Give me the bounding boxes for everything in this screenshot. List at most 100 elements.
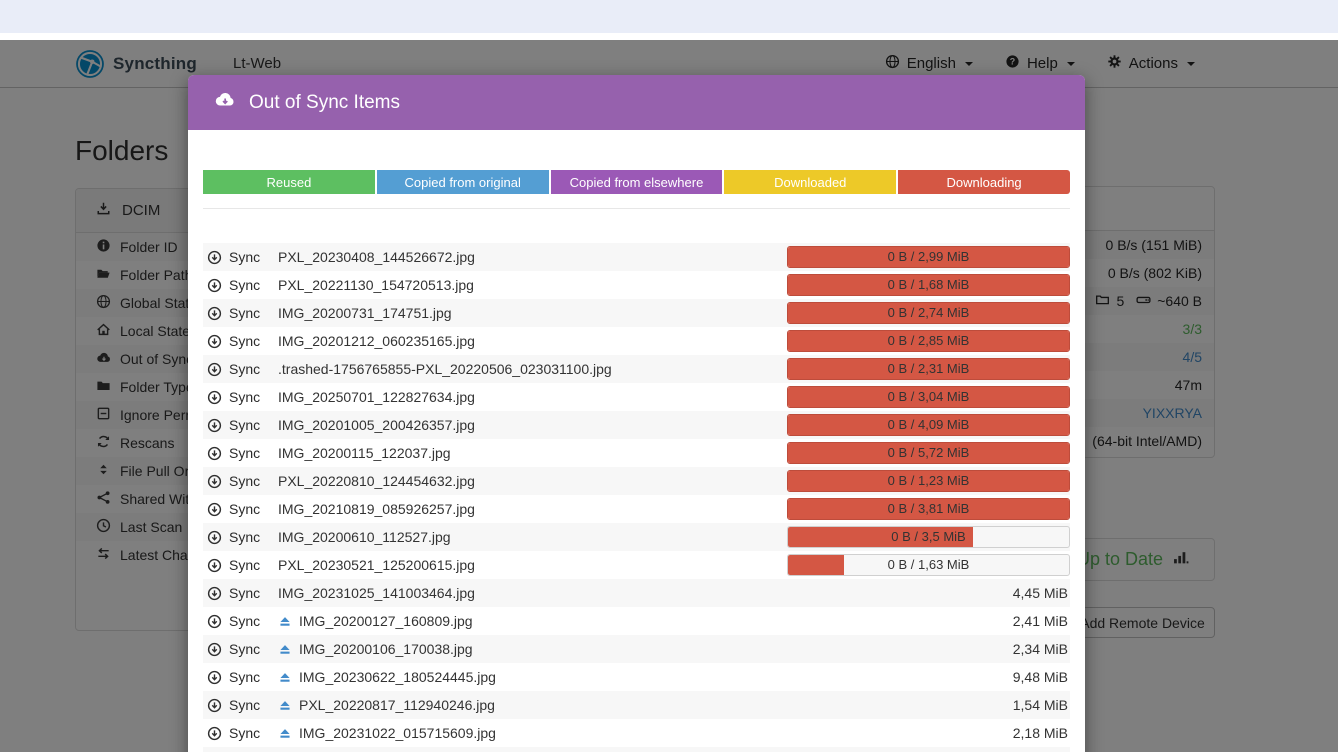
progress-cell: 0 B / 3,04 MiB — [787, 386, 1070, 408]
browser-chrome-strip — [0, 0, 1338, 33]
sync-action[interactable]: Sync — [203, 417, 278, 433]
sync-link[interactable]: Sync — [229, 361, 261, 377]
sync-action[interactable]: Sync — [203, 613, 278, 629]
file-name-cell: PXL_20230521_125200615.jpg — [278, 557, 787, 573]
file-name-cell: IMG_20250701_122827634.jpg — [278, 389, 787, 405]
progress-cell: 0 B / 3,81 MiB — [787, 498, 1070, 520]
sync-action[interactable]: Sync — [203, 389, 278, 405]
table-row: Sync IMG_20200731_174751.jpg 0 B / 2,74 … — [203, 299, 1070, 327]
sync-action[interactable]: Sync — [203, 641, 278, 657]
progress-text: 0 B / 2,99 MiB — [887, 249, 970, 264]
sync-link[interactable]: Sync — [229, 501, 261, 517]
sync-link[interactable]: Sync — [229, 585, 261, 601]
arrow-circle-down-icon — [207, 614, 222, 629]
sync-link[interactable]: Sync — [229, 697, 261, 713]
sync-link[interactable]: Sync — [229, 529, 261, 545]
legend-item: Reused — [203, 170, 375, 194]
legend-label: Downloaded — [774, 174, 847, 190]
arrow-circle-down-icon — [207, 250, 222, 265]
arrow-circle-down-icon — [207, 586, 222, 601]
sync-link[interactable]: Sync — [229, 445, 261, 461]
progress-cell: 0 B / 2,31 MiB — [787, 358, 1070, 380]
sync-link[interactable]: Sync — [229, 669, 261, 685]
table-row: Sync IMG_20201212_060235165.jpg 0 B / 2,… — [203, 327, 1070, 355]
file-name-cell: IMG_20231025_141003464.jpg — [278, 585, 787, 601]
sync-link[interactable]: Sync — [229, 417, 261, 433]
file-name-cell: IMG_20201212_060235165.jpg — [278, 333, 787, 349]
table-row: Sync IMG_20201005_200426357.jpg 0 B / 4,… — [203, 411, 1070, 439]
sync-link[interactable]: Sync — [229, 725, 261, 741]
arrow-circle-down-icon — [207, 446, 222, 461]
sync-action[interactable]: Sync — [203, 501, 278, 517]
sync-link[interactable]: Sync — [229, 613, 261, 629]
sync-action[interactable]: Sync — [203, 445, 278, 461]
progress-cell: 0 B / 2,85 MiB — [787, 330, 1070, 352]
sync-action[interactable]: Sync — [203, 557, 278, 573]
arrow-circle-down-icon — [207, 278, 222, 293]
progress-fill — [788, 331, 1069, 351]
sync-action[interactable]: Sync — [203, 725, 278, 741]
progress-bar: 0 B / 1,68 MiB — [787, 274, 1070, 296]
browser-chrome-divider — [0, 33, 1338, 40]
sync-action[interactable]: Sync — [203, 277, 278, 293]
progress-text: 0 B / 2,74 MiB — [887, 305, 970, 320]
cloud-download-icon — [214, 89, 235, 116]
file-name: PXL_20230408_144526672.jpg — [278, 249, 475, 265]
sync-action[interactable]: Sync — [203, 529, 278, 545]
file-name-cell: PXL_20220810_124454632.jpg — [278, 473, 787, 489]
progress-fill — [788, 527, 974, 547]
file-name: PXL_20221130_154720513.jpg — [278, 277, 474, 293]
sync-action[interactable]: Sync — [203, 585, 278, 601]
legend-label: Reused — [266, 174, 312, 190]
file-name: IMG_20200610_112527.jpg — [278, 529, 451, 545]
sync-action[interactable]: Sync — [203, 305, 278, 321]
sync-link[interactable]: Sync — [229, 389, 261, 405]
file-name: IMG_20200115_122037.jpg — [278, 445, 451, 461]
progress-bar: 0 B / 5,72 MiB — [787, 442, 1070, 464]
sync-link[interactable]: Sync — [229, 249, 261, 265]
sync-action[interactable]: Sync — [203, 333, 278, 349]
file-name-cell: IMG_20200731_174751.jpg — [278, 305, 787, 321]
table-row: Sync IMG_20200115_122037.jpg 0 B / 5,72 … — [203, 439, 1070, 467]
progress-text: 0 B / 3,5 MiB — [891, 529, 966, 544]
file-name: PXL_20220810_124454632.jpg — [278, 473, 475, 489]
progress-bar: 0 B / 2,85 MiB — [787, 330, 1070, 352]
divider — [203, 208, 1070, 209]
legend-label: Copied from original — [404, 174, 521, 190]
sync-action[interactable]: Sync — [203, 697, 278, 713]
eject-icon — [278, 614, 292, 628]
file-name-cell: .trashed-1756765855-PXL_20220506_0230311… — [278, 361, 787, 377]
table-row: Sync PXL_20230408_144526672.jpg 0 B / 2,… — [203, 243, 1070, 271]
file-name-cell: IMG_20210819_085926257.jpg — [278, 501, 787, 517]
progress-bar: 0 B / 1,23 MiB — [787, 470, 1070, 492]
progress-bar: 0 B / 3,5 MiB — [787, 526, 1070, 548]
file-size: 2,41 MiB — [1012, 613, 1068, 629]
sync-link[interactable]: Sync — [229, 473, 261, 489]
sync-link[interactable]: Sync — [229, 277, 261, 293]
file-name-cell: PXL_20221130_154720513.jpg — [278, 277, 787, 293]
sync-link[interactable]: Sync — [229, 305, 261, 321]
progress-fill — [788, 303, 1069, 323]
sync-link[interactable]: Sync — [229, 557, 261, 573]
sync-action[interactable]: Sync — [203, 473, 278, 489]
table-row: Sync PXL_20220810_124454632.jpg 0 B / 1,… — [203, 467, 1070, 495]
table-row: Sync PXL_20230521_125200615.jpg 0 B / 1,… — [203, 551, 1070, 579]
progress-cell: 0 B / 5,72 MiB — [787, 442, 1070, 464]
progress-fill — [788, 387, 1069, 407]
file-name: IMG_20201005_200426357.jpg — [278, 417, 475, 433]
sync-link[interactable]: Sync — [229, 333, 261, 349]
progress-cell: 2,41 MiB — [787, 613, 1070, 629]
sync-action[interactable]: Sync — [203, 669, 278, 685]
sync-link[interactable]: Sync — [229, 641, 261, 657]
progress-bar: 0 B / 2,74 MiB — [787, 302, 1070, 324]
table-row: Sync IMG_20230622_180524445.jpg 9,48 MiB — [203, 663, 1070, 691]
sync-action[interactable]: Sync — [203, 361, 278, 377]
progress-fill — [788, 415, 1069, 435]
table-row: Sync IMG_20231025_141003464.jpg 4,45 MiB — [203, 579, 1070, 607]
table-row: Sync IMG_20200127_160809.jpg 2,41 MiB — [203, 607, 1070, 635]
table-row: Sync PXL_20221130_154720513.jpg 0 B / 1,… — [203, 271, 1070, 299]
sync-action[interactable]: Sync — [203, 249, 278, 265]
arrow-circle-down-icon — [207, 502, 222, 517]
progress-cell: 0 B / 2,99 MiB — [787, 246, 1070, 268]
progress-cell: 0 B / 4,09 MiB — [787, 414, 1070, 436]
